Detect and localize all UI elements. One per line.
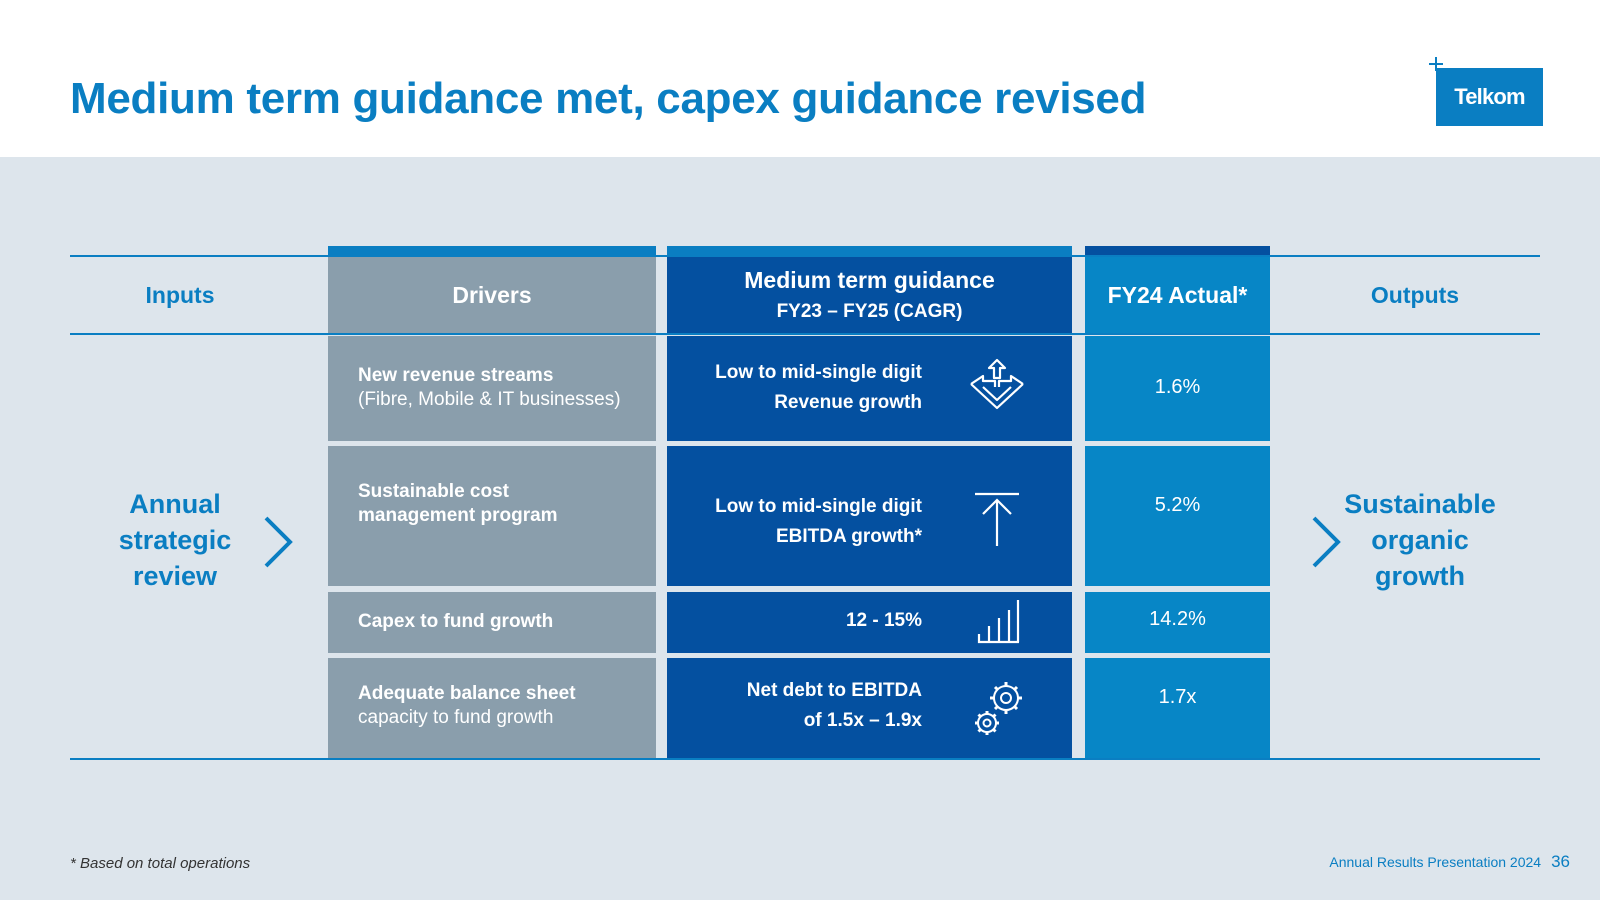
driver-4-title: Adequate balance sheet [358, 683, 576, 704]
guidance-4-line1: Net debt to EBITDA [746, 680, 922, 701]
page-number: 36 [1551, 852, 1570, 871]
guidance-row-1: Low to mid-single digit Revenue growth [667, 336, 1072, 441]
inputs-header: Inputs [145, 281, 215, 308]
table-top-rule [70, 255, 1540, 257]
driver-2-title: Sustainable cost [358, 481, 509, 502]
outputs-header: Outputs [1370, 281, 1460, 308]
footer-info: Annual Results Presentation 2024 36 [1329, 852, 1570, 872]
actual-accent-bar [1085, 246, 1270, 256]
drivers-accent-bar [328, 246, 656, 256]
slide-header [0, 0, 1600, 157]
guidance-accent-bar [667, 246, 1072, 256]
guidance-row-4: Net debt to EBITDA of 1.5x – 1.9x [667, 658, 1072, 758]
chevron-right-icon [1312, 516, 1341, 568]
driver-3-title: Capex to fund growth [358, 611, 554, 632]
outputs-label: Sustainable organic growth [1344, 489, 1496, 591]
driver-4-subtitle: capacity to fund growth [358, 707, 554, 728]
guidance-3-line1: 12 - 15% [845, 610, 922, 631]
driver-1-subtitle: (Fibre, Mobile & IT businesses) [358, 389, 621, 410]
inputs-label: Annual strategic review [118, 489, 232, 591]
table-header-rule [70, 333, 1540, 335]
driver-row-2: Sustainable cost management program [328, 446, 656, 586]
slide-title: Medium term guidance met, capex guidance… [70, 74, 1147, 123]
guidance-header-cell [667, 256, 1072, 334]
arrow-up-to-line-icon [975, 492, 1019, 546]
drivers-header: Drivers [452, 282, 532, 308]
gears-icon [975, 682, 1022, 735]
actual-row-4: 1.7x [1085, 658, 1270, 758]
guidance-4-line2: of 1.5x – 1.9x [803, 710, 922, 731]
actual-header: FY24 Actual* [1107, 281, 1248, 308]
guidance-row-2: Low to mid-single digit EBITDA growth* [667, 446, 1072, 586]
actual-2-value: 5.2% [1154, 494, 1201, 516]
actual-header-cell [1085, 256, 1270, 334]
actual-row-2: 5.2% [1085, 446, 1270, 586]
chevron-right-icon [264, 516, 293, 568]
presentation-name: Annual Results Presentation 2024 [1329, 854, 1542, 870]
guidance-2-line2: EBITDA growth* [775, 526, 922, 547]
driver-row-1: New revenue streams (Fibre, Mobile & IT … [328, 336, 656, 441]
guidance-row-3: 12 - 15% [667, 592, 1072, 653]
guidance-1-line1: Low to mid-single digit [715, 362, 922, 383]
actual-4-value: 1.7x [1158, 686, 1197, 708]
expand-arrows-icon [970, 358, 1024, 410]
logo-plus-icon [1427, 55, 1445, 73]
footnote: * Based on total operations [70, 855, 251, 872]
actual-3-value: 14.2% [1149, 608, 1206, 630]
guidance-header-title: Medium term guidance [744, 267, 995, 293]
guidance-2-line1: Low to mid-single digit [715, 496, 922, 517]
drivers-header-cell [328, 256, 656, 334]
driver-row-4: Adequate balance sheet capacity to fund … [328, 658, 656, 758]
guidance-1-line2: Revenue growth [774, 392, 922, 413]
guidance-header: Medium term guidance FY23 – FY25 (CAGR) [667, 256, 1072, 334]
driver-2-title-line2: management program [358, 505, 558, 526]
bar-chart-icon [977, 600, 1020, 644]
actual-1-value: 1.6% [1154, 376, 1201, 398]
actual-row-3: 14.2% [1085, 592, 1270, 653]
guidance-header-subtitle: FY23 – FY25 (CAGR) [776, 301, 963, 322]
driver-row-3: Capex to fund growth [328, 592, 656, 653]
actual-row-1: 1.6% [1085, 336, 1270, 441]
telkom-logo: Telkom [1436, 68, 1543, 126]
table-bottom-rule [70, 758, 1540, 760]
driver-1-title: New revenue streams [358, 365, 554, 386]
